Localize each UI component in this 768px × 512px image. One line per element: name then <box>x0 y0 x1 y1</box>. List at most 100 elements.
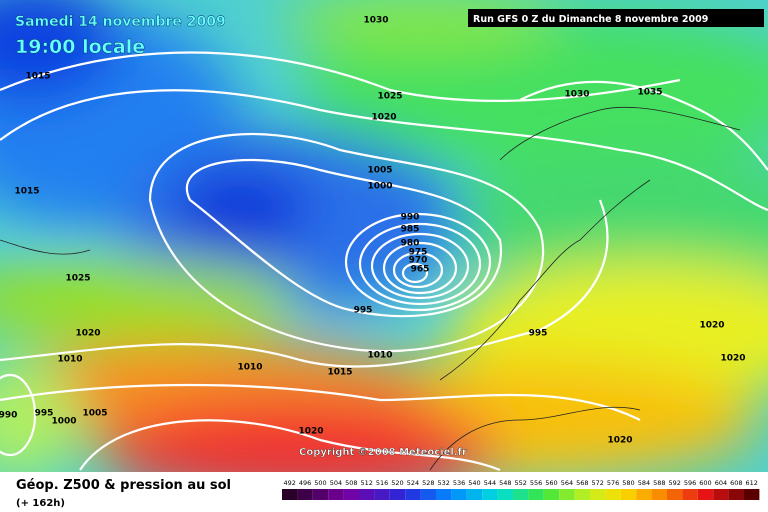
isobar-label: 1005 <box>367 166 392 176</box>
colorbar-label: 512 <box>360 479 372 487</box>
colorbar-label: 520 <box>391 479 403 487</box>
colorbar-cell <box>728 489 744 500</box>
colorbar-label: 612 <box>745 479 757 487</box>
isobar-label: 980 <box>401 239 420 249</box>
colorbar-label: 508 <box>345 479 357 487</box>
isobar-label: 1015 <box>14 187 39 197</box>
isobar-label: 995 <box>35 409 54 419</box>
isobar-label: 1015 <box>25 72 50 82</box>
colorbar-cell <box>482 489 498 500</box>
colorbar-cell <box>636 489 652 500</box>
colorbar-cell <box>682 489 698 500</box>
colorbar-label: 588 <box>653 479 665 487</box>
isobar-label: 970 <box>409 256 428 266</box>
colorbar-cell <box>713 489 729 500</box>
colorbar-label: 528 <box>422 479 434 487</box>
forecast-time: 19:00 locale <box>15 36 145 58</box>
colorbar-label: 492 <box>283 479 295 487</box>
colorbar-label: 532 <box>437 479 449 487</box>
colorbar-label: 556 <box>530 479 542 487</box>
copyright: Copyright ©2008 Meteociel.fr <box>299 447 467 458</box>
colorbar-cell <box>543 489 560 500</box>
colorbar-cell <box>528 489 544 500</box>
colorbar-label: 536 <box>453 479 465 487</box>
isobar-label: 1020 <box>607 436 632 446</box>
colorbar-cell <box>744 489 760 500</box>
colorbar-cell <box>590 489 606 500</box>
colorbar-label: 576 <box>607 479 619 487</box>
isobar-label: 985 <box>401 225 420 235</box>
isobar-label: 1030 <box>363 16 388 26</box>
colorbar-label: 544 <box>484 479 496 487</box>
colorbar-label: 500 <box>314 479 326 487</box>
isobar-label: 1025 <box>65 274 90 284</box>
colorbar-cell <box>620 489 637 500</box>
colorbar-label: 516 <box>376 479 388 487</box>
isobar-label: 1030 <box>564 90 589 100</box>
colorbar-cell <box>697 489 714 500</box>
isobar-label: 1010 <box>367 351 392 361</box>
isobar-label: 1025 <box>377 92 402 102</box>
colorbar-cell <box>343 489 359 500</box>
coastlines <box>0 106 741 471</box>
colorbar-label: 552 <box>514 479 526 487</box>
colorbar-cell <box>497 489 513 500</box>
isobar-label: 1000 <box>367 182 392 192</box>
colorbar-cell <box>667 489 683 500</box>
colorbar-cell <box>312 489 329 500</box>
footer-lead: (+ 162h) <box>16 498 65 509</box>
isobar-label: 975 <box>409 248 428 258</box>
colorbar-label: 596 <box>684 479 696 487</box>
isobar-label: 1020 <box>371 113 396 123</box>
isobar-label: 1000 <box>51 417 76 427</box>
colorbar: 492 496 500 504 508 512 516 520 524 528 532 536 540 5… <box>282 479 760 500</box>
colorbar-label: 608 <box>730 479 742 487</box>
colorbar-cell <box>466 489 483 500</box>
colorbar-cell <box>420 489 436 500</box>
isobar-label: 1020 <box>699 321 724 331</box>
colorbar-cell <box>328 489 344 500</box>
isobar-label: 1020 <box>75 329 100 339</box>
colorbar-cell <box>374 489 390 500</box>
colorbar-cell <box>605 489 621 500</box>
isobar-labels: 1030 1015 1025 1030 1035 1020 1015 1005 1000 990 9… <box>0 16 746 446</box>
colorbar-label: 504 <box>330 479 342 487</box>
isobar-label: 990 <box>0 411 17 421</box>
colorbar-label: 548 <box>499 479 511 487</box>
isobar-label: 995 <box>354 306 373 316</box>
isobar-label: 1035 <box>637 88 662 98</box>
colorbar-label: 524 <box>407 479 419 487</box>
colorbar-cell <box>513 489 529 500</box>
colorbar-label: 592 <box>668 479 680 487</box>
colorbar-cell <box>559 489 575 500</box>
run-box <box>468 9 764 27</box>
colorbar-cell <box>282 489 298 500</box>
colorbar-cell <box>651 489 667 500</box>
colorbar-label: 604 <box>715 479 727 487</box>
colorbar-label: 568 <box>576 479 588 487</box>
colorbar-cell <box>574 489 590 500</box>
colorbar-cell <box>389 489 406 500</box>
isobar-label: 1020 <box>298 427 323 437</box>
colorbar-label: 564 <box>561 479 573 487</box>
colorbar-label: 560 <box>545 479 557 487</box>
colorbar-cell <box>451 489 467 500</box>
field <box>0 0 768 472</box>
colorbar-label: 600 <box>699 479 711 487</box>
colorbar-cell <box>297 489 313 500</box>
isobar-label: 1010 <box>237 363 262 373</box>
colorbar-label: 584 <box>638 479 650 487</box>
colorbar-label: 572 <box>591 479 603 487</box>
colorbar-label: 540 <box>468 479 480 487</box>
colorbar-cell <box>405 489 421 500</box>
run-info: Run GFS 0 Z du Dimanche 8 novembre 2009 <box>473 14 708 25</box>
isobar-label: 990 <box>401 213 420 223</box>
footer-title: Géop. Z500 & pression au sol <box>16 478 231 493</box>
isobar-label: 1010 <box>57 355 82 365</box>
isobars <box>0 51 768 472</box>
colorbar-cell <box>359 489 375 500</box>
isobar-label: 965 <box>411 265 430 275</box>
isobar-label: 1005 <box>82 409 107 419</box>
